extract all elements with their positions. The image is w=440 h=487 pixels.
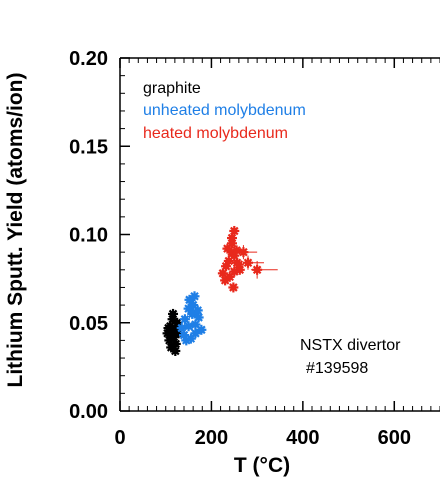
data-point: [252, 264, 263, 275]
data-point: [192, 305, 203, 316]
data-point: [183, 321, 194, 332]
data-point: [168, 308, 179, 319]
legend-graphite: graphite: [143, 80, 201, 97]
y-ticks: 0.00 0.05 0.10 0.15 0.20: [69, 48, 130, 423]
series-unheated-molybdenum: [176, 291, 207, 346]
annotation: NSTX divertor #139598: [300, 337, 401, 377]
y-tick-label: 0.10: [69, 225, 108, 247]
data-point: [229, 266, 240, 277]
data-point: [163, 323, 174, 334]
data-point: [233, 259, 244, 270]
data-point: [170, 345, 181, 356]
y-tick-label: 0.00: [69, 401, 108, 423]
y-tick-label: 0.05: [69, 313, 108, 335]
data-point: [189, 291, 200, 302]
data-point: [224, 271, 235, 282]
series-layer: [162, 225, 278, 356]
data-point: [238, 247, 249, 258]
data-point: [196, 324, 207, 335]
x-ticks: 0 200 400 600: [114, 58, 440, 449]
annotation-line-1: NSTX divertor: [300, 337, 401, 354]
data-point: [229, 225, 240, 236]
legend-heated-molybdenum: heated molybdenum: [143, 125, 288, 142]
legend-unheated-molybdenum: unheated molybdenum: [143, 102, 306, 119]
data-point: [228, 282, 239, 293]
x-axis-label: T (°C): [234, 454, 290, 477]
series-graphite: [162, 308, 184, 356]
x-tick-label: 600: [378, 427, 411, 449]
x-tick-label: 400: [286, 427, 319, 449]
data-point: [185, 333, 196, 344]
y-tick-label: 0.20: [69, 48, 108, 70]
x-tick-label: 0: [114, 427, 125, 449]
data-point: [179, 314, 190, 325]
data-point: [231, 245, 242, 256]
data-point: [190, 328, 201, 339]
y-axis-label: Lithium Sputt. Yield (atoms/ion): [4, 73, 27, 388]
data-point: [166, 330, 177, 341]
x-tick-label: 200: [195, 427, 228, 449]
series-heated-molybdenum: [217, 225, 278, 293]
legend: graphite unheated molybdenum heated moly…: [143, 80, 306, 142]
data-point: [243, 257, 253, 268]
data-point: [193, 312, 204, 323]
annotation-line-2: #139598: [306, 360, 368, 377]
data-point: [170, 338, 181, 349]
y-tick-label: 0.15: [69, 136, 108, 158]
